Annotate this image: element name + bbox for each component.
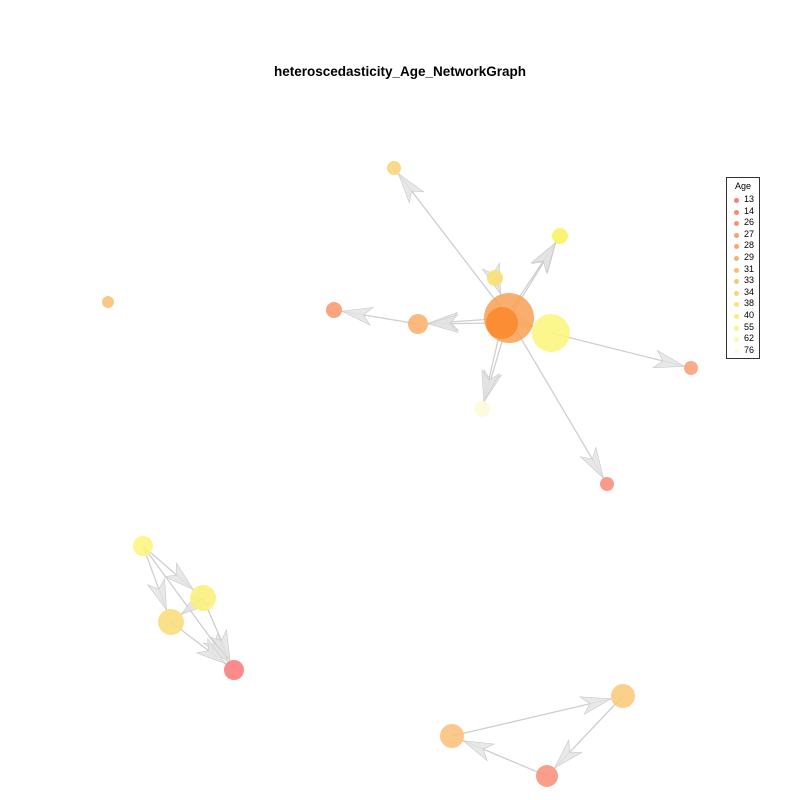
arrowhead-g2-yellow-top-to-g2-yellow-mid	[163, 561, 194, 591]
arrowhead-hub-dark-to-top-right	[530, 241, 557, 274]
legend-label: 27	[744, 228, 755, 239]
arrowhead-hub-large-to-top-left	[397, 172, 425, 204]
legend-dot	[734, 232, 739, 238]
legend-label: 62	[744, 333, 755, 344]
legend-label: 31	[744, 263, 755, 274]
legend: Age 13 14 26 27 28 29 31 33 34 38 40 55 62 76	[726, 177, 760, 359]
node-hub-dark	[486, 307, 518, 339]
legend-dot	[734, 337, 739, 343]
arrowhead-left-orange-to-far-left-red	[340, 306, 374, 326]
legend-entry-38: 38	[727, 298, 761, 310]
arrowhead-g2-gold-to-g2-red	[195, 637, 227, 665]
node-g3-red	[536, 765, 558, 787]
node-g2-red	[224, 660, 244, 680]
legend-entry-27: 27	[727, 228, 761, 241]
legend-dot	[734, 279, 739, 285]
edge-yellow-big-to-right-small	[550, 332, 685, 367]
legend-entry-33: 33	[727, 275, 761, 287]
legend-dot	[734, 198, 739, 203]
legend-entry-28: 28	[727, 240, 761, 252]
legend-entry-13: 13	[727, 194, 761, 206]
node-g2-gold	[158, 609, 184, 635]
legend-dot	[734, 267, 739, 273]
node-top-left	[387, 161, 401, 175]
legend-entry-29: 29	[727, 252, 761, 264]
legend-label: 33	[744, 275, 755, 286]
node-isolated	[102, 296, 114, 308]
node-left-orange	[408, 314, 428, 334]
arrowhead-g2-yellow-mid-to-g2-red	[209, 628, 231, 662]
node-upper-mid	[487, 270, 503, 286]
arrowhead-hub-dark-to-bottom-pale	[481, 368, 501, 403]
legend-entry-40: 40	[727, 310, 761, 322]
arrowhead-g3-orange-right-to-g3-red	[553, 738, 583, 769]
legend-label: 26	[744, 217, 755, 228]
node-far-left-red	[326, 302, 342, 318]
node-g3-orange-left	[440, 724, 464, 748]
edges	[142, 172, 686, 777]
nodes	[102, 161, 698, 787]
legend-entry-26: 26	[727, 217, 761, 229]
node-g3-orange-right	[611, 684, 635, 708]
node-right-small	[684, 361, 698, 375]
legend-label: 38	[744, 298, 755, 309]
legend-entry-55: 55	[727, 321, 761, 334]
legend-dot	[734, 325, 739, 331]
legend-dot	[734, 244, 739, 250]
arrowhead-hub-large-to-lower-red	[579, 446, 604, 479]
legend-label: 14	[744, 205, 755, 216]
legend-label: 76	[744, 344, 755, 355]
edge-hub-large-to-lower-red	[508, 317, 605, 479]
edge-g2-yellow-top-to-g2-red	[142, 545, 229, 663]
legend-entry-14: 14	[727, 205, 761, 218]
legend-label: 40	[744, 310, 755, 320]
legend-entry-62: 62	[727, 333, 761, 345]
legend-dot	[734, 256, 739, 261]
edge-hub-large-to-top-left	[397, 173, 510, 319]
legend-label: 28	[744, 240, 755, 251]
node-g2-yellow-top	[133, 536, 153, 556]
node-top-right	[552, 228, 568, 244]
arrowhead-hub-dark-to-left-orange	[426, 313, 460, 334]
legend-entry-76: 76	[727, 344, 761, 357]
legend-label: 13	[744, 194, 755, 204]
node-g2-yellow-mid	[190, 585, 216, 611]
legend-dot	[734, 314, 739, 319]
node-lower-red	[600, 477, 614, 491]
legend-entry-34: 34	[727, 286, 761, 299]
legend-dot	[734, 302, 739, 308]
legend-dot	[734, 290, 739, 296]
node-bottom-pale	[474, 401, 490, 417]
node-yellow-big	[532, 314, 570, 352]
legend-label: 55	[744, 321, 755, 332]
edge-g3-orange-left-to-g3-orange-right	[451, 698, 612, 737]
arrowhead-yellow-big-to-right-small	[651, 349, 686, 369]
legend-title: Age	[734, 181, 751, 191]
legend-label: 29	[744, 252, 755, 262]
graph-title: heteroscedasticity_Age_NetworkGraph	[273, 64, 527, 79]
arrowhead-g3-red-to-g3-orange-left	[462, 740, 496, 762]
legend-label: 34	[744, 286, 755, 297]
legend-entry-31: 31	[727, 263, 761, 276]
legend-dot	[734, 209, 739, 215]
arrowhead-g3-orange-left-to-g3-orange-right	[579, 696, 613, 716]
arrowhead-g2-yellow-top-to-g2-gold	[146, 577, 167, 611]
legend-dot	[734, 221, 739, 227]
legend-dot	[734, 348, 739, 354]
